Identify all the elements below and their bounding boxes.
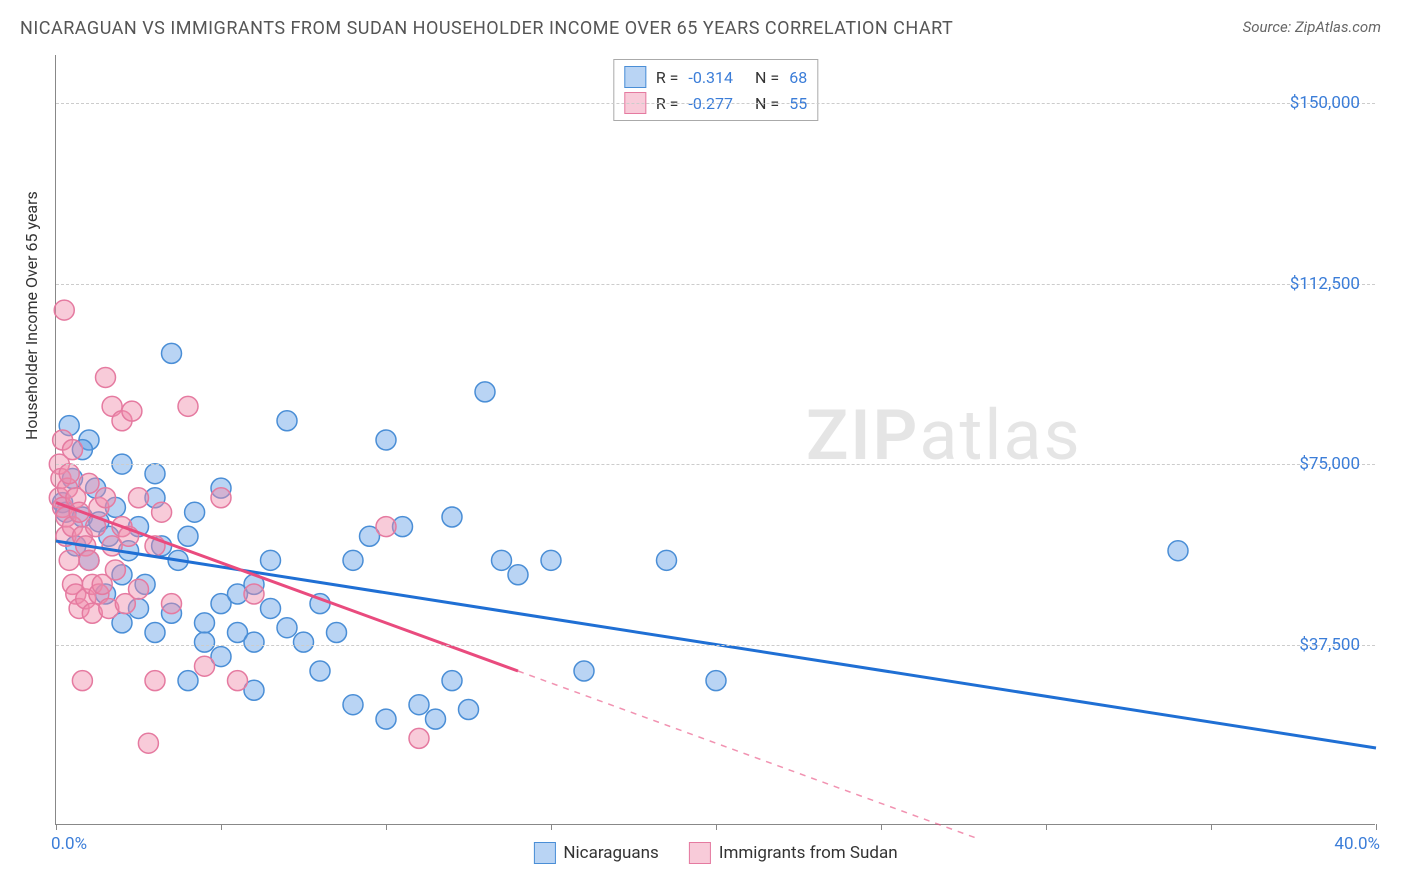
x-tick <box>386 824 387 830</box>
x-tick <box>551 824 552 830</box>
data-point-nicaraguan <box>327 623 347 643</box>
legend-n-label: N = <box>755 68 779 87</box>
data-point-sudan <box>409 728 429 748</box>
data-point-nicaraguan <box>376 709 396 729</box>
data-point-nicaraguan <box>574 661 594 681</box>
legend-series-item-nicaraguan: Nicaraguans <box>533 842 658 864</box>
data-point-nicaraguan <box>475 382 495 402</box>
data-point-sudan <box>59 550 79 570</box>
x-tick <box>881 824 882 830</box>
legend-correlation: R = -0.314N = 68R = -0.277N = 55 <box>613 59 818 121</box>
data-point-sudan <box>129 579 149 599</box>
data-point-nicaraguan <box>442 671 462 691</box>
data-point-sudan <box>59 464 79 484</box>
data-point-nicaraguan <box>343 695 363 715</box>
trend-line-dash-sudan <box>518 671 980 839</box>
x-axis-max-label: 40.0% <box>1334 834 1380 854</box>
data-point-nicaraguan <box>294 632 314 652</box>
data-point-nicaraguan <box>277 411 297 431</box>
data-point-sudan <box>244 584 264 604</box>
data-point-sudan <box>96 367 116 387</box>
legend-correlation-row-nicaraguan: R = -0.314 N = 68 <box>624 64 807 90</box>
data-point-nicaraguan <box>1168 541 1188 561</box>
data-point-sudan <box>79 550 99 570</box>
data-point-nicaraguan <box>244 632 264 652</box>
data-point-nicaraguan <box>376 430 396 450</box>
data-point-sudan <box>79 473 99 493</box>
x-tick <box>716 824 717 830</box>
gridline <box>56 103 1375 104</box>
y-axis-title: Householder Income Over 65 years <box>22 191 41 440</box>
data-point-nicaraguan <box>442 507 462 527</box>
data-point-nicaraguan <box>195 613 215 633</box>
data-point-sudan <box>72 671 92 691</box>
data-point-nicaraguan <box>508 565 528 585</box>
data-point-nicaraguan <box>145 464 165 484</box>
data-point-sudan <box>195 656 215 676</box>
data-point-sudan <box>105 560 125 580</box>
legend-series: Nicaraguans Immigrants from Sudan <box>533 842 897 864</box>
x-tick <box>221 824 222 830</box>
data-point-nicaraguan <box>706 671 726 691</box>
data-point-sudan <box>122 401 142 421</box>
data-point-sudan <box>129 488 149 508</box>
legend-series-label: Nicaraguans <box>563 843 658 863</box>
data-point-nicaraguan <box>145 623 165 643</box>
data-point-nicaraguan <box>541 550 561 570</box>
legend-r-label: R = <box>656 68 679 87</box>
legend-swatch-sudan <box>689 842 711 864</box>
x-tick <box>1376 824 1377 830</box>
x-tick <box>1046 824 1047 830</box>
data-point-sudan <box>211 488 231 508</box>
data-point-nicaraguan <box>178 526 198 546</box>
gridline <box>56 645 1375 646</box>
trend-line-sudan <box>56 503 518 671</box>
chart-container: NICARAGUAN VS IMMIGRANTS FROM SUDAN HOUS… <box>0 0 1406 892</box>
data-point-nicaraguan <box>261 598 281 618</box>
legend-series-label: Immigrants from Sudan <box>719 843 898 863</box>
y-tick-label: $75,000 <box>1299 454 1360 474</box>
legend-r-value: -0.314 <box>688 68 733 87</box>
data-point-nicaraguan <box>261 550 281 570</box>
gridline <box>56 464 1375 465</box>
plot-svg <box>56 55 1375 824</box>
data-point-nicaraguan <box>343 550 363 570</box>
x-tick <box>1211 824 1212 830</box>
data-point-sudan <box>376 517 396 537</box>
x-tick <box>56 824 57 830</box>
legend-swatch-nicaraguan <box>624 66 646 88</box>
data-point-nicaraguan <box>459 700 479 720</box>
data-point-nicaraguan <box>426 709 446 729</box>
data-point-sudan <box>152 502 172 522</box>
chart-title: NICARAGUAN VS IMMIGRANTS FROM SUDAN HOUS… <box>20 18 953 39</box>
data-point-sudan <box>54 300 74 320</box>
y-tick-label: $150,000 <box>1290 93 1360 113</box>
data-point-nicaraguan <box>492 550 512 570</box>
y-tick-label: $37,500 <box>1299 635 1360 655</box>
y-tick-label: $112,500 <box>1290 274 1360 294</box>
legend-n-value: 68 <box>789 68 807 87</box>
data-point-sudan <box>145 671 165 691</box>
legend-swatch-nicaraguan <box>533 842 555 864</box>
data-point-nicaraguan <box>277 618 297 638</box>
data-point-sudan <box>96 488 116 508</box>
data-point-nicaraguan <box>178 671 198 691</box>
data-point-nicaraguan <box>657 550 677 570</box>
data-point-nicaraguan <box>409 695 429 715</box>
gridline <box>56 284 1375 285</box>
source-label: Source: ZipAtlas.com <box>1243 18 1381 36</box>
data-point-sudan <box>63 440 83 460</box>
data-point-nicaraguan <box>185 502 205 522</box>
data-point-sudan <box>228 671 248 691</box>
legend-series-item-sudan: Immigrants from Sudan <box>689 842 898 864</box>
data-point-nicaraguan <box>162 343 182 363</box>
x-axis-min-label: 0.0% <box>51 834 87 854</box>
data-point-sudan <box>138 733 158 753</box>
plot-area: ZIPatlas R = -0.314N = 68R = -0.277N = 5… <box>55 55 1375 825</box>
data-point-nicaraguan <box>310 661 330 681</box>
data-point-sudan <box>178 396 198 416</box>
data-point-sudan <box>162 594 182 614</box>
data-point-nicaraguan <box>195 632 215 652</box>
